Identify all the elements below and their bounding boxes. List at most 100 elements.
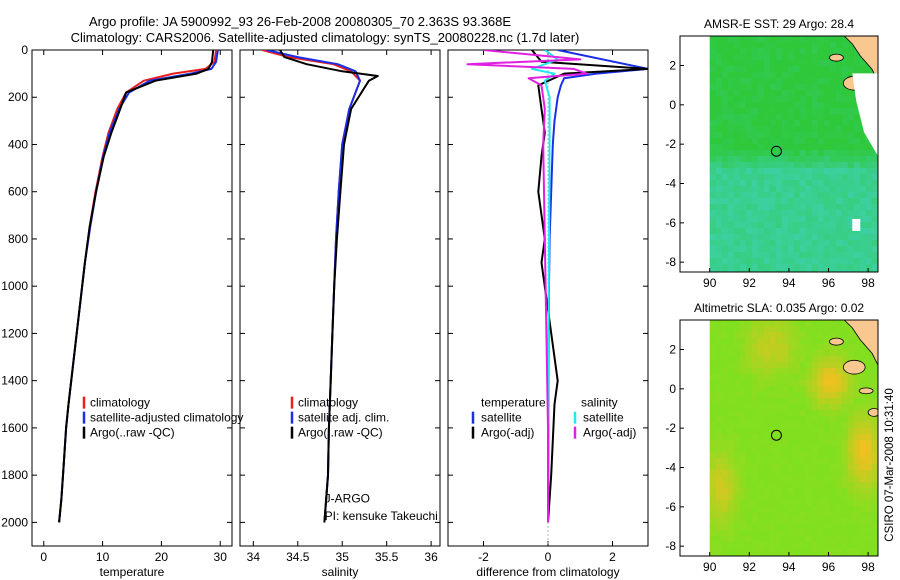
map-cell	[865, 174, 873, 181]
map-cell	[709, 458, 717, 465]
map-cell	[781, 434, 789, 441]
map-cell	[769, 368, 777, 375]
map-cell	[835, 264, 843, 271]
map-cell	[775, 138, 783, 145]
map-cell	[739, 482, 747, 489]
map-cell	[787, 84, 795, 91]
map-cell	[841, 132, 849, 139]
map-cell	[847, 536, 855, 543]
map-cell	[775, 536, 783, 543]
map-cell	[745, 338, 753, 345]
map-cell	[799, 416, 807, 423]
map-cell	[835, 326, 843, 333]
map-cell	[769, 180, 777, 187]
map-cell	[757, 42, 765, 49]
map-cell	[757, 494, 765, 501]
sst-map-panel: AMSR-E SST: 29 Argo: 28.490 92 94 96 98-8-6-…	[665, 17, 879, 290]
map-cell	[877, 326, 878, 333]
map-cell	[769, 446, 777, 453]
map-cell	[847, 42, 855, 49]
map-cell	[805, 252, 813, 259]
map-cell	[763, 404, 771, 411]
map-cell	[811, 144, 819, 151]
map-cell	[709, 320, 717, 327]
map-cell	[871, 512, 878, 519]
map-cell	[865, 476, 873, 483]
map-cell	[823, 464, 831, 471]
map-cell	[793, 422, 801, 429]
map-cell	[751, 464, 759, 471]
y-tick-label: 1400	[1, 374, 28, 388]
map-cell	[715, 138, 723, 145]
map-cell	[841, 356, 849, 363]
map-cell	[733, 368, 741, 375]
map-cell	[763, 54, 771, 61]
map-cell	[763, 356, 771, 363]
x-tick-label: 34	[247, 550, 261, 564]
map-cell	[751, 138, 759, 145]
map-cell	[805, 446, 813, 453]
map-cell	[853, 524, 861, 531]
map-cell	[745, 96, 753, 103]
map-cell	[799, 144, 807, 151]
map-cell	[871, 270, 878, 272]
map-cell	[847, 338, 855, 345]
map-cell	[805, 60, 813, 67]
map-cell	[829, 452, 837, 459]
map-cell	[769, 542, 777, 549]
map-cell	[787, 174, 795, 181]
map-cell	[775, 102, 783, 109]
map-cell	[853, 66, 861, 73]
map-cell	[811, 78, 819, 85]
map-cell	[805, 210, 813, 217]
map-cell	[835, 332, 843, 339]
map-cell	[751, 476, 759, 483]
map-cell	[715, 344, 723, 351]
map-cell	[841, 72, 849, 79]
map-cell	[751, 144, 759, 151]
map-cell	[835, 42, 843, 49]
map-cell	[763, 240, 771, 247]
map-cell	[817, 84, 825, 91]
map-cell	[787, 156, 795, 163]
map-cell	[817, 398, 825, 405]
map-cell	[787, 542, 795, 549]
map-cell	[727, 258, 735, 265]
map-cell	[865, 530, 873, 537]
map-cell	[859, 210, 867, 217]
map-cell	[811, 90, 819, 97]
map-cell	[811, 222, 819, 229]
map-cell	[877, 554, 878, 556]
map-cell	[817, 326, 825, 333]
map-cell	[793, 440, 801, 447]
map-cell	[793, 246, 801, 253]
map-cell	[841, 42, 849, 49]
map-cell	[847, 72, 855, 79]
map-cell	[745, 72, 753, 79]
map-cell	[781, 42, 789, 49]
map-cell	[823, 434, 831, 441]
map-cell	[775, 494, 783, 501]
map-cell	[865, 518, 873, 525]
map-cell	[799, 150, 807, 157]
map-cell	[841, 374, 849, 381]
map-cell	[811, 132, 819, 139]
map-cell	[769, 78, 777, 85]
map-cell	[835, 240, 843, 247]
map-cell	[847, 102, 855, 109]
map-cell	[835, 48, 843, 55]
map-cell	[787, 446, 795, 453]
map-cell	[733, 192, 741, 199]
map-cell	[751, 162, 759, 169]
map-cell	[859, 392, 867, 399]
map-cell	[763, 506, 771, 513]
map-cell	[799, 84, 807, 91]
map-cell	[823, 362, 831, 369]
map-cell	[787, 246, 795, 253]
map-cell	[829, 42, 837, 49]
map-cell	[781, 270, 789, 272]
map-cell	[721, 356, 729, 363]
map-cell	[787, 368, 795, 375]
map-cell	[733, 186, 741, 193]
map-cell	[715, 174, 723, 181]
